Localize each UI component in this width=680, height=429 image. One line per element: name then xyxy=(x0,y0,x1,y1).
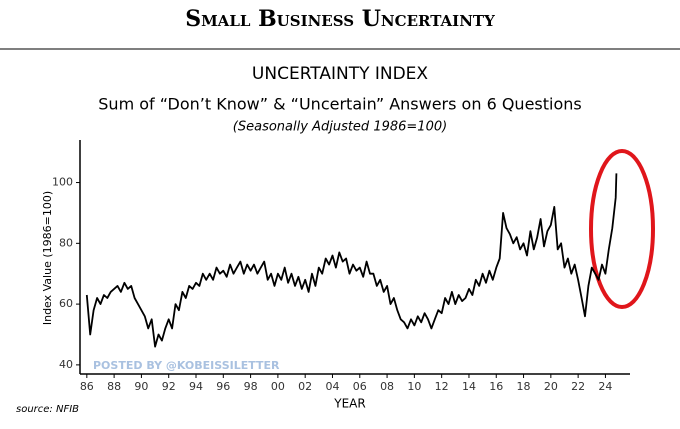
x-tick-label: 88 xyxy=(107,380,121,393)
highlight-ellipse xyxy=(589,149,655,309)
source: source: NFIB xyxy=(16,404,79,415)
x-tick-label: 90 xyxy=(134,380,148,393)
x-tick-label: 14 xyxy=(462,380,476,393)
x-tick-label: 12 xyxy=(435,380,449,393)
index-line xyxy=(85,173,618,348)
x-axis-label: YEAR xyxy=(333,397,365,411)
x-tick-label: 18 xyxy=(517,380,531,393)
y-axis-label: Index Value (1986=100) xyxy=(41,191,54,325)
x-tick-label: 86 xyxy=(80,380,94,393)
x-tick-label: 10 xyxy=(407,380,421,393)
x-tick-label: 02 xyxy=(298,380,312,393)
x-tick-label: 08 xyxy=(380,380,394,393)
x-tick-label: 16 xyxy=(489,380,503,393)
chart-title: UNCERTAINTY INDEX xyxy=(252,64,429,84)
subtitle: Sum of “Don’t Know” & “Uncertain” Answer… xyxy=(98,95,581,114)
y-tick-label: 80 xyxy=(59,236,73,249)
watermark: POSTED BY @KOBEISSILETTER xyxy=(93,359,280,372)
x-tick-label: 94 xyxy=(189,380,203,393)
x-tick-label: 96 xyxy=(216,380,230,393)
x-tick-label: 92 xyxy=(162,380,176,393)
y-tick-label: 40 xyxy=(59,358,73,371)
page-title: Small Business Uncertainty xyxy=(185,6,495,32)
x-tick-label: 06 xyxy=(353,380,367,393)
x-tick-label: 00 xyxy=(271,380,285,393)
x-tick-label: 24 xyxy=(598,380,612,393)
y-tick-label: 60 xyxy=(59,297,73,310)
x-tick-label: 20 xyxy=(544,380,558,393)
x-tick-label: 22 xyxy=(571,380,585,393)
y-tick-label: 100 xyxy=(52,176,73,189)
x-tick-label: 98 xyxy=(244,380,258,393)
note: (Seasonally Adjusted 1986=100) xyxy=(233,120,447,135)
x-tick-label: 04 xyxy=(325,380,339,393)
